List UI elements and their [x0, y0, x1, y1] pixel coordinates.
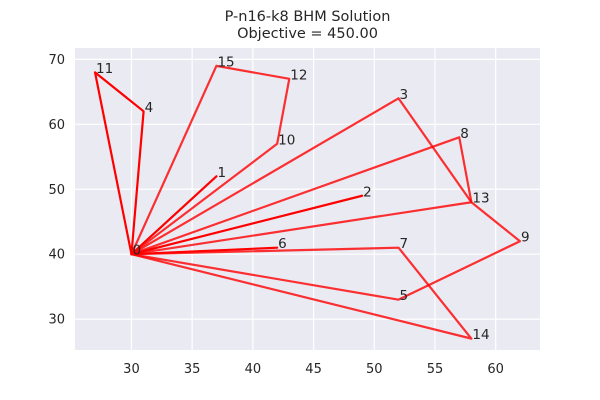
node-label-2: 2 — [363, 184, 372, 200]
node-label-10: 10 — [278, 132, 295, 148]
route-line-7 — [130, 136, 522, 301]
chart-title: P-n16-k8 BHM Solution — [225, 9, 391, 25]
node-label-11: 11 — [96, 61, 113, 77]
route-line-6 — [130, 97, 473, 256]
grid-lines — [75, 48, 540, 350]
x-tick-label: 35 — [184, 362, 201, 377]
route-line-4 — [93, 71, 145, 256]
route-line-8 — [130, 246, 473, 340]
x-tick-label: 30 — [123, 362, 140, 377]
x-tick-label: 55 — [427, 362, 444, 377]
node-label-3: 3 — [400, 87, 409, 103]
node-label-7: 7 — [400, 236, 409, 252]
y-tick-label: 70 — [48, 53, 65, 68]
chart-subtitle: Objective = 450.00 — [237, 26, 378, 42]
node-label-4: 4 — [145, 100, 154, 116]
node-label-6: 6 — [278, 236, 287, 252]
node-label-1: 1 — [217, 165, 226, 181]
x-tick-label: 50 — [366, 362, 383, 377]
node-label-14: 14 — [472, 327, 489, 343]
y-tick-label: 60 — [48, 118, 65, 133]
node-label-0: 0 — [132, 243, 141, 259]
route-line-1 — [130, 175, 218, 256]
node-label-15: 15 — [217, 54, 234, 70]
node-label-9: 9 — [521, 230, 530, 246]
node-label-13: 13 — [472, 191, 489, 207]
node-label-5: 5 — [400, 288, 409, 304]
route-lines — [93, 64, 522, 340]
x-tick-label: 45 — [305, 362, 322, 377]
y-tick-label: 50 — [48, 183, 65, 198]
x-tick-label: 40 — [245, 362, 262, 377]
node-label-8: 8 — [460, 126, 469, 142]
node-label-12: 12 — [290, 67, 307, 83]
route-line-5 — [130, 64, 291, 256]
y-tick-label: 30 — [48, 313, 65, 328]
y-tick-label: 40 — [48, 248, 65, 263]
plot-area — [75, 48, 540, 350]
x-tick-label: 60 — [487, 362, 504, 377]
route-line-2 — [130, 194, 364, 256]
